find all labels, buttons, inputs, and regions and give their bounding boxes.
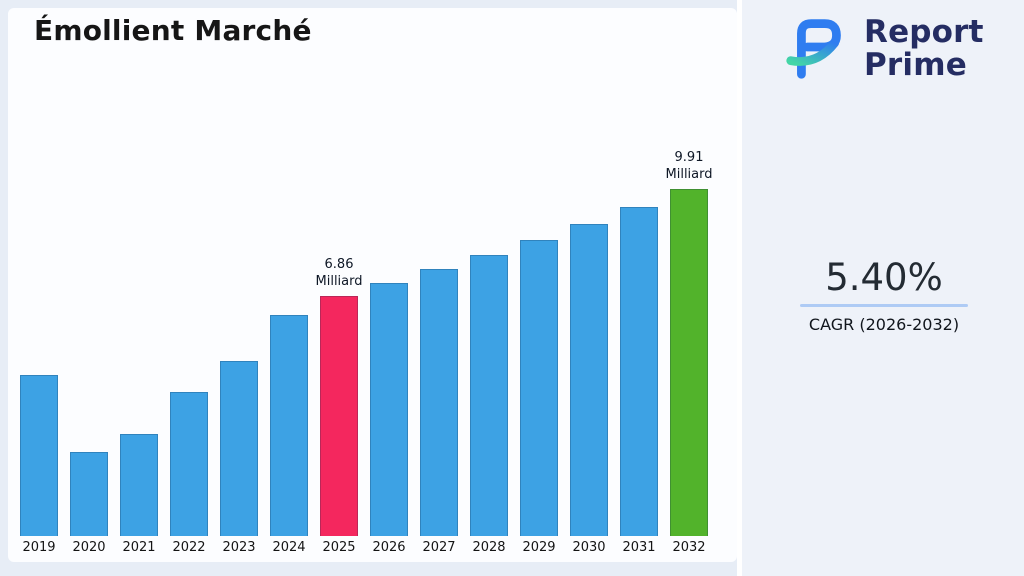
cagr-label: CAGR (2026-2032) (808, 315, 960, 334)
bar-column: 2031 (620, 207, 658, 560)
bar-year-label: 2027 (422, 540, 456, 555)
bar-column: 2024 (270, 315, 308, 560)
bar-column: 2022 (170, 392, 208, 560)
section-divider (737, 0, 742, 576)
bar (520, 240, 558, 536)
bar-year-label: 2026 (372, 540, 406, 555)
bar-year-label: 2023 (222, 540, 256, 555)
cagr-block: 5.40% CAGR (2026-2032) (800, 256, 968, 334)
bar-column: 2019 (20, 375, 58, 560)
bar (670, 189, 708, 536)
bar (70, 452, 108, 536)
chart-title: Émollient Marché (34, 14, 312, 47)
report-prime-logo-icon (778, 10, 856, 88)
bars-container: 2019 2020 2021 2022 2023 2024 6.86 Milliard 202… (20, 68, 729, 560)
bar (120, 434, 158, 536)
bar-column: 9.91 Milliard 2032 (666, 150, 713, 560)
bar-year-label: 2025 (322, 540, 356, 555)
bar (220, 361, 258, 536)
bar-annotation: 9.91 Milliard (665, 150, 713, 183)
bar-year-label: 2029 (522, 540, 556, 555)
bar-year-label: 2024 (272, 540, 306, 555)
bar (420, 269, 458, 536)
bar (320, 296, 358, 536)
bar (620, 207, 658, 536)
bar (20, 375, 58, 536)
bar-year-label: 2020 (72, 540, 106, 555)
cagr-value: 5.40% (825, 256, 943, 299)
bar (570, 224, 608, 536)
bar-column: 2029 (520, 240, 558, 560)
bar (170, 392, 208, 536)
logo-text-line1: Report (864, 14, 984, 51)
bar-column: 2020 (70, 452, 108, 560)
bar (470, 255, 508, 536)
bar-column: 2027 (420, 269, 458, 560)
bar-chart: Émollient Marché 2019 2020 2021 2022 2023 202… (8, 8, 737, 562)
bar (370, 283, 408, 536)
bar-year-label: 2019 (22, 540, 56, 555)
logo-text-line2: Prime (864, 47, 967, 83)
bar-column: 2026 (370, 283, 408, 560)
bar-year-label: 2030 (572, 540, 606, 555)
bar-year-label: 2031 (622, 540, 656, 555)
bar-column: 6.86 Milliard 2025 (316, 257, 363, 560)
bar-column: 2023 (220, 361, 258, 560)
cagr-underline (800, 304, 968, 307)
bar-year-label: 2021 (122, 540, 156, 555)
logo-text: Report Prime (864, 16, 984, 81)
bar-year-label: 2028 (472, 540, 506, 555)
bar-column: 2021 (120, 434, 158, 560)
bar (270, 315, 308, 536)
report-prime-logo: Report Prime (778, 10, 984, 88)
bar-annotation: 6.86 Milliard (315, 257, 363, 290)
bar-year-label: 2022 (172, 540, 206, 555)
bar-column: 2030 (570, 224, 608, 560)
bar-column: 2028 (470, 255, 508, 560)
bar-year-label: 2032 (672, 540, 706, 555)
info-section-background (742, 0, 1024, 576)
